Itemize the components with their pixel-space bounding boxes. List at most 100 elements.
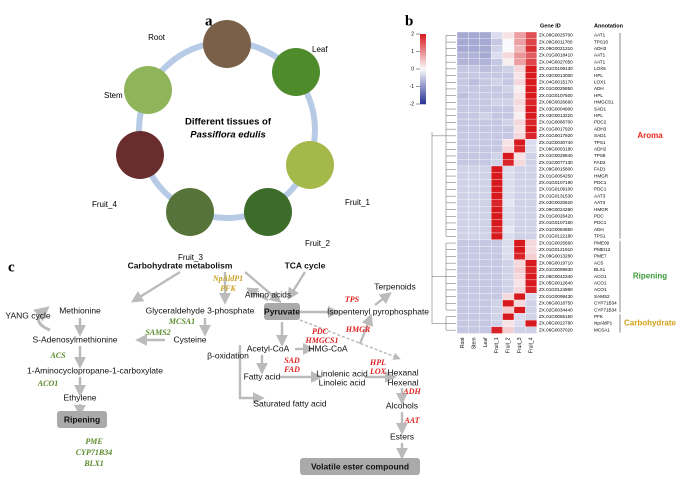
annotation: SAD1	[594, 133, 606, 138]
annotation: PDC1	[594, 180, 607, 185]
heat-cell	[502, 326, 515, 334]
heat-cell	[513, 38, 526, 46]
heat-cell	[491, 306, 503, 314]
heat-cell	[502, 31, 515, 39]
heat-cell	[456, 51, 469, 59]
colorbar-step	[420, 67, 426, 70]
gene-id: ZX.08G0011780	[539, 39, 573, 44]
heat-cell	[502, 313, 515, 321]
heat-cell	[456, 252, 469, 260]
heat-cell	[491, 252, 503, 260]
heat-cell	[491, 286, 503, 294]
heat-cell	[525, 299, 537, 307]
gene-id: ZX.06G0018750	[539, 301, 573, 306]
column-label: Fruit_2	[506, 337, 512, 353]
heat-cell	[468, 279, 480, 287]
heat-cell	[456, 132, 469, 140]
colorbar-step	[420, 58, 426, 61]
heat-cell	[525, 58, 537, 66]
heat-cell	[456, 78, 469, 86]
gene-id: ZX.01G0109100	[539, 187, 573, 192]
compound: Linoleic acid	[319, 377, 366, 387]
panel-label: b	[405, 13, 413, 29]
heat-cell	[491, 118, 503, 126]
heat-cell	[513, 212, 526, 220]
heat-cell	[491, 313, 503, 321]
heat-cell	[479, 246, 492, 254]
heat-cell	[456, 313, 469, 321]
heat-cell	[491, 98, 503, 106]
compound: Pyruvate	[264, 306, 300, 316]
heat-cell	[468, 118, 480, 126]
heat-cell	[502, 199, 515, 207]
compound: Hexanal	[387, 367, 418, 377]
heat-cell	[479, 293, 492, 301]
gene-id: ZX.05G0012640	[539, 280, 573, 285]
heat-cell	[468, 112, 480, 120]
heat-cell	[479, 259, 492, 267]
heat-cell	[456, 212, 469, 220]
heat-cell	[513, 246, 526, 254]
colorbar-step	[420, 100, 426, 103]
annotation: AAT1	[594, 53, 606, 58]
header-annotation: Annotation	[594, 23, 624, 29]
annotation: ADH3	[594, 46, 607, 51]
heat-cell	[456, 185, 469, 193]
gene-id: ZX.01G0018410	[539, 53, 573, 58]
compound: 1-Aminocyclopropane-1-carboxylate	[27, 365, 163, 375]
gene-id: ZX.09G0015800	[539, 167, 573, 172]
annotation: ADH2	[594, 146, 607, 151]
heat-cell	[456, 199, 469, 207]
heat-cell	[491, 78, 503, 86]
heat-cell	[491, 172, 503, 180]
compound: Ethylene	[63, 392, 96, 402]
heat-cell	[468, 51, 480, 59]
heat-cell	[479, 145, 492, 153]
annotation: AAT3	[594, 193, 606, 198]
heat-cell	[502, 273, 515, 281]
compound: Methionine	[59, 305, 101, 315]
heat-cell	[513, 51, 526, 59]
gene-id: ZX.02G0034440	[539, 307, 573, 312]
heat-cell	[513, 98, 526, 106]
annotation: TPS8	[594, 153, 606, 158]
heat-cell	[468, 152, 480, 160]
annotation: HMGR	[594, 173, 609, 178]
heat-cell	[502, 299, 515, 307]
enzyme: ACS	[49, 351, 66, 360]
gene-id: ZX.09G0003180	[539, 146, 573, 151]
heat-cell	[513, 219, 526, 227]
gene-id: ZX.01G0025850	[539, 86, 573, 91]
enzyme: ACO1	[37, 379, 58, 388]
annotation: PFK	[594, 314, 604, 319]
annotation: HMGR	[594, 207, 609, 212]
heat-cell	[525, 313, 537, 321]
heat-cell	[491, 38, 503, 46]
column-label: Leaf	[483, 337, 489, 347]
heat-cell	[502, 65, 515, 73]
annotation: HMGCS1	[594, 100, 614, 105]
colorbar-step	[420, 69, 426, 72]
heat-cell	[513, 266, 526, 274]
gene-id: ZX.01G0099930	[539, 267, 573, 272]
heat-cell	[513, 78, 526, 86]
heat-cell	[525, 139, 537, 147]
heat-cell	[502, 232, 515, 240]
heat-cell	[479, 226, 492, 234]
heat-cell	[479, 219, 492, 227]
colorbar-step	[420, 77, 426, 80]
colorbar-step	[420, 83, 426, 86]
heat-cell	[525, 259, 537, 267]
heat-cell	[468, 299, 480, 307]
colorbar-step	[420, 34, 426, 37]
heat-cell	[513, 239, 526, 247]
gene-id: ZX.03G0013000	[539, 73, 573, 78]
heat-cell	[468, 286, 480, 294]
enzyme: ADH	[402, 387, 421, 396]
heat-cell	[479, 105, 492, 113]
heat-cell	[525, 118, 537, 126]
photo-stem	[124, 66, 172, 114]
compound: Amino acids	[245, 289, 291, 299]
colorbar-step	[420, 63, 426, 66]
photo-leaf	[272, 48, 320, 96]
